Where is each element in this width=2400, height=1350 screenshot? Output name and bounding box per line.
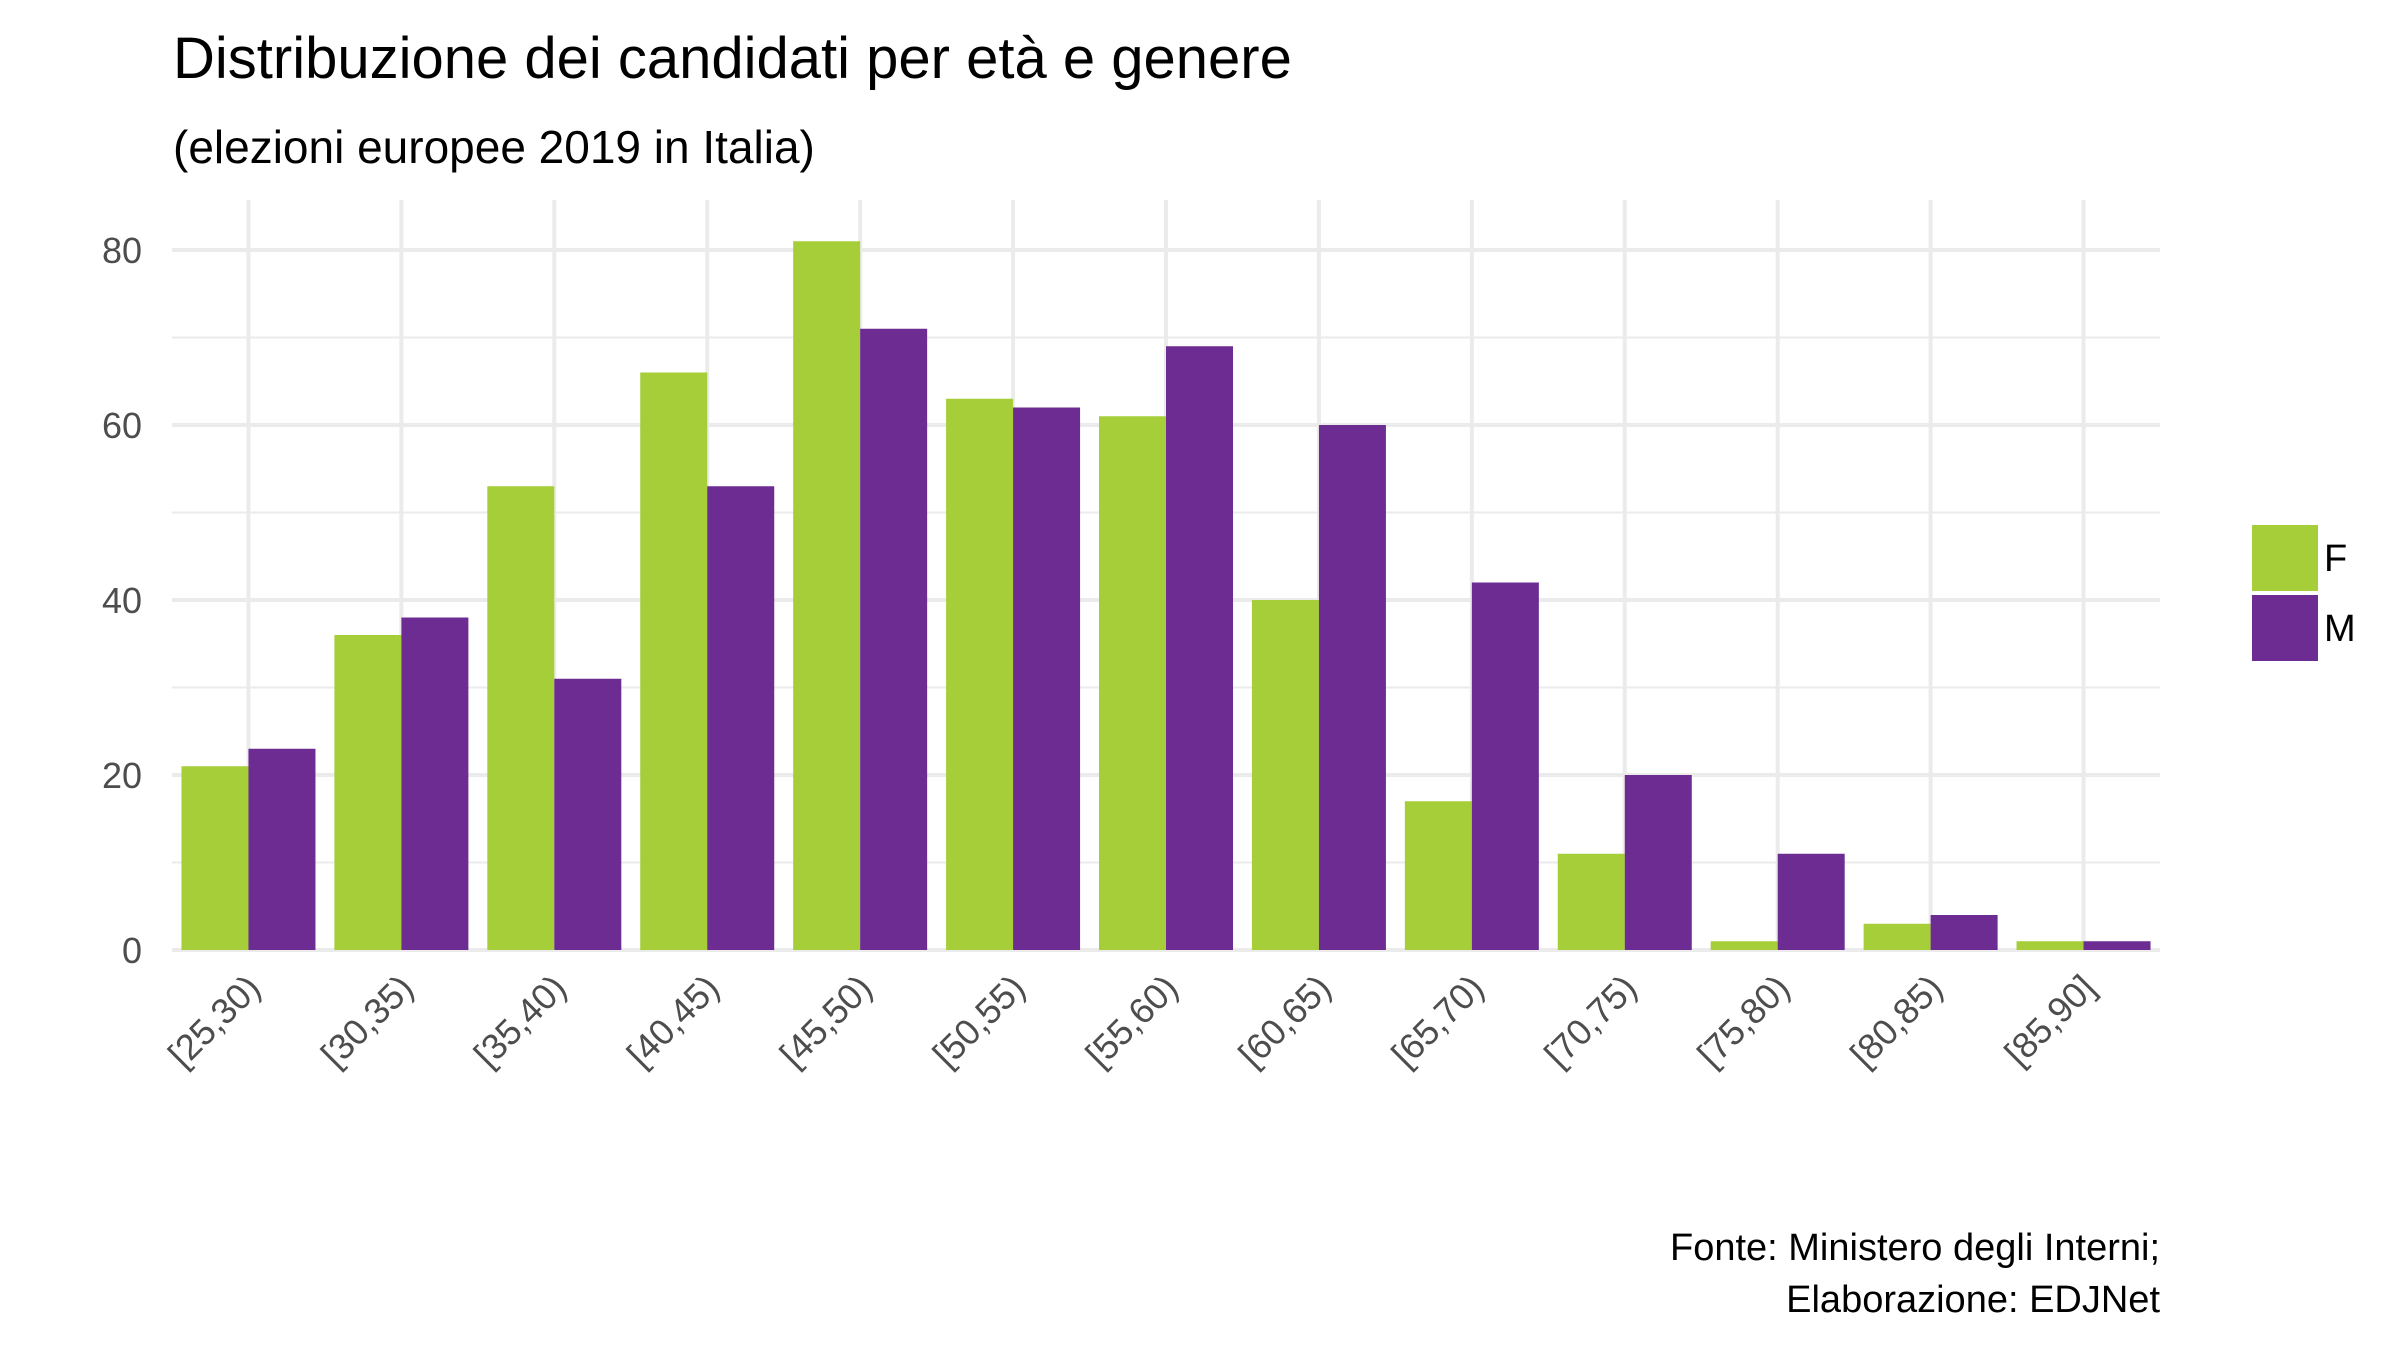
y-tick-label: 80 <box>102 230 142 271</box>
y-tick-label: 40 <box>102 580 142 621</box>
bar-f-1 <box>334 635 402 950</box>
legend-label-m: M <box>2324 608 2356 650</box>
x-tick-label: [35,40) <box>466 967 574 1075</box>
x-tick-label: [30,35) <box>313 967 421 1075</box>
legend: FM <box>2252 525 2356 661</box>
bars-layer <box>181 241 2151 950</box>
y-tick-label: 60 <box>102 405 142 446</box>
x-tick-label: [45,50) <box>772 967 880 1075</box>
bar-f-2 <box>487 486 555 950</box>
bar-f-10 <box>1710 941 1778 950</box>
y-axis: 0 20 40 60 80 <box>102 230 142 971</box>
legend-label-f: F <box>2324 538 2347 580</box>
bar-m-3 <box>707 486 775 950</box>
x-tick-label: [40,45) <box>619 967 727 1075</box>
bar-f-11 <box>1863 923 1931 950</box>
chart-title: Distribuzione dei candidati per età e ge… <box>173 26 1292 91</box>
bar-m-9 <box>1624 775 1692 950</box>
bar-m-10 <box>1777 853 1845 950</box>
caption-elaboration: Elaborazione: EDJNet <box>1786 1279 2160 1321</box>
bar-f-4 <box>793 241 861 950</box>
chart-subtitle: (elezioni europee 2019 in Italia) <box>173 121 815 173</box>
caption-source: Fonte: Ministero degli Interni; <box>1670 1227 2160 1269</box>
bar-m-7 <box>1318 425 1386 950</box>
bar-f-0 <box>181 766 249 950</box>
y-tick-label: 0 <box>122 930 142 971</box>
legend-key-m <box>2252 595 2318 661</box>
x-tick-label: [80,85) <box>1842 967 1950 1075</box>
bar-m-0 <box>248 748 316 950</box>
legend-key-f <box>2252 525 2318 591</box>
bar-f-8 <box>1404 801 1472 950</box>
bar-f-9 <box>1557 853 1625 950</box>
bar-m-8 <box>1471 582 1539 950</box>
bar-f-5 <box>946 398 1014 950</box>
bar-m-12 <box>2083 941 2151 950</box>
bar-m-2 <box>554 678 622 950</box>
y-tick-label: 20 <box>102 755 142 796</box>
bar-m-5 <box>1013 407 1081 950</box>
bar-f-6 <box>1099 416 1166 950</box>
x-tick-label: [65,70) <box>1383 967 1491 1075</box>
bar-m-1 <box>401 617 469 950</box>
x-tick-label: [55,60) <box>1077 967 1185 1075</box>
x-tick-label: [85,90] <box>1996 967 2103 1074</box>
x-tick-label: [75,80) <box>1689 967 1797 1075</box>
x-axis: [25,30) [30,35) [35,40) [40,45) [45,50) [50,5… <box>160 967 2103 1075</box>
bar-m-6 <box>1166 346 1233 950</box>
x-tick-label: [25,30) <box>160 967 268 1075</box>
bar-m-11 <box>1930 915 1998 950</box>
bar-m-4 <box>860 328 928 950</box>
bar-f-7 <box>1251 600 1319 950</box>
x-tick-label: [70,75) <box>1536 967 1644 1075</box>
x-tick-label: [50,55) <box>924 967 1032 1075</box>
bar-f-3 <box>640 372 708 950</box>
x-tick-label: [60,65) <box>1230 967 1338 1075</box>
bar-f-12 <box>2016 941 2084 950</box>
